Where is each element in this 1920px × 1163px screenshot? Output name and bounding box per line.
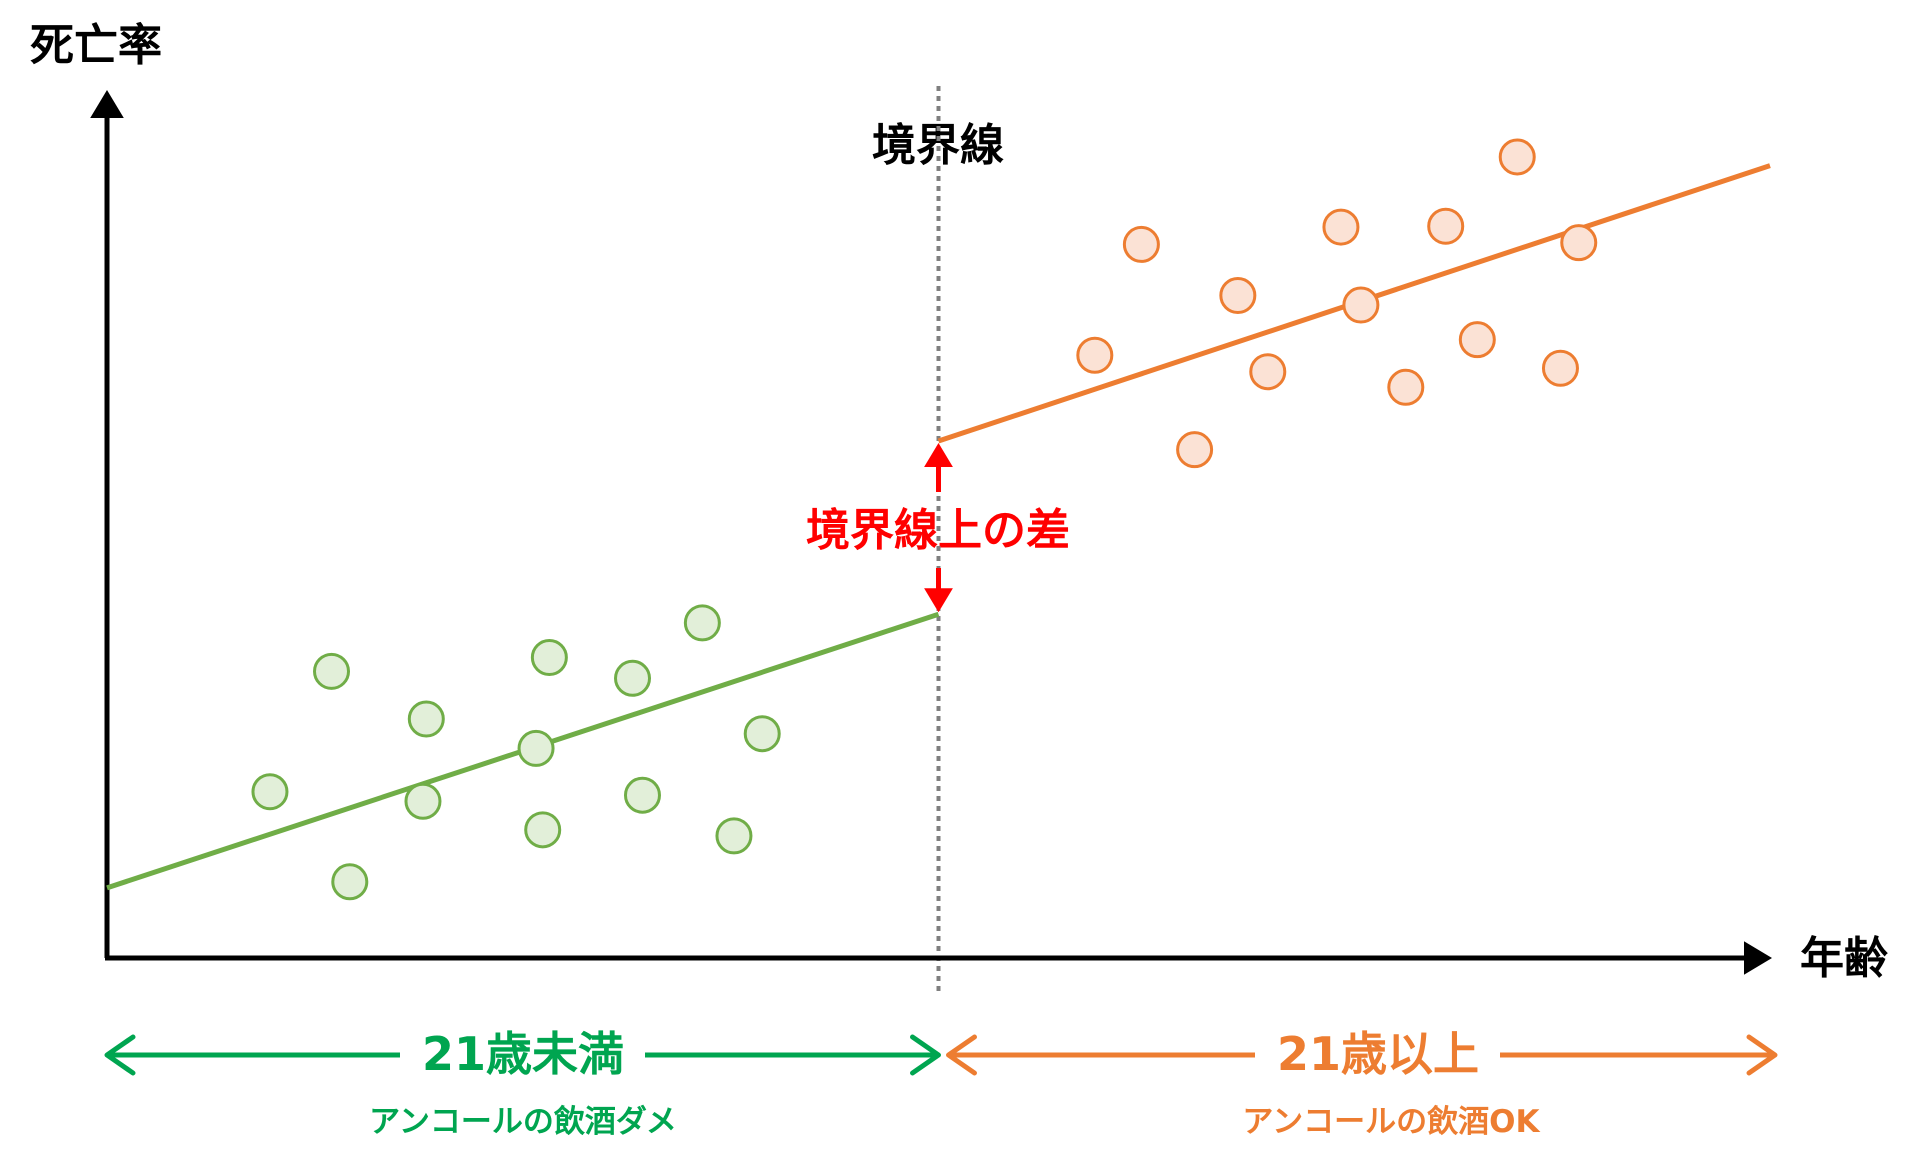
data-point [614, 659, 652, 697]
data-point [1076, 336, 1114, 374]
data-point [331, 863, 369, 901]
left-range-arrow-right-icon [910, 1034, 941, 1076]
data-point [1322, 208, 1360, 246]
data-point [1541, 349, 1579, 387]
data-point [1122, 225, 1160, 263]
right-range-arrow-right-icon [1746, 1034, 1778, 1076]
data-point [683, 604, 721, 642]
right-range-sublabel: アンコールの飲酒OK [1242, 1104, 1540, 1140]
data-point [1249, 353, 1287, 391]
data-point [1427, 207, 1465, 245]
gap-arrow-down-icon [924, 588, 953, 613]
right-range-label: 21歳以上 [1277, 1027, 1479, 1081]
data-point [313, 652, 351, 690]
data-point [1498, 138, 1536, 176]
data-point [1342, 286, 1380, 324]
gap-arrow-up-icon [924, 442, 953, 467]
left-range-label: 21歳未満 [422, 1027, 624, 1081]
data-point [251, 773, 289, 811]
left-range-sublabel: アンコールの飲酒ダメ [369, 1104, 677, 1140]
data-point [530, 638, 568, 676]
data-point [623, 776, 661, 814]
data-point [404, 782, 442, 820]
x-axis-arrow-icon [1744, 941, 1772, 975]
data-point [1387, 368, 1425, 406]
data-point [517, 729, 555, 767]
x-axis-label: 年齢 [1800, 933, 1888, 984]
data-point [524, 811, 562, 849]
y-axis-arrow-icon [90, 90, 124, 118]
data-point [407, 700, 445, 738]
data-point [1176, 431, 1214, 469]
data-point [1560, 224, 1598, 262]
y-axis-label: 死亡率 [30, 20, 162, 71]
data-point [743, 715, 781, 753]
right-range-arrow-left-icon [946, 1034, 977, 1076]
data-point [715, 817, 753, 855]
data-point [1219, 277, 1257, 315]
data-point [1458, 321, 1496, 359]
left-range-arrow-left-icon [104, 1034, 136, 1076]
